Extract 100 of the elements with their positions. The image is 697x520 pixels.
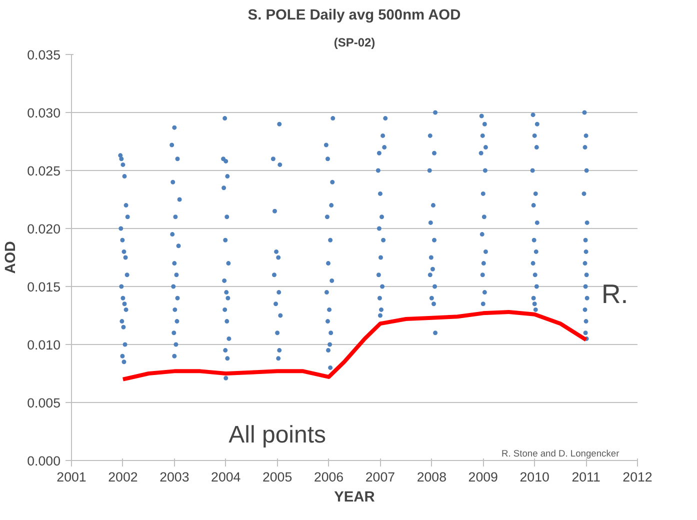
point [172, 354, 177, 358]
point [584, 319, 588, 324]
point [378, 313, 382, 318]
point [119, 156, 124, 162]
point [171, 284, 176, 289]
point [277, 122, 282, 126]
point [328, 342, 332, 347]
point [330, 180, 335, 184]
point [326, 348, 331, 353]
point [383, 116, 388, 121]
point [224, 319, 230, 324]
point [584, 272, 589, 278]
point [482, 122, 487, 126]
annotation: R. [601, 279, 628, 310]
point [328, 330, 334, 336]
y-tick-label: 0.015 [27, 280, 61, 294]
point [125, 214, 130, 220]
point [480, 272, 485, 278]
point [428, 255, 434, 260]
point [120, 162, 126, 167]
point [324, 290, 329, 295]
point [583, 284, 588, 289]
point [120, 354, 125, 358]
point [121, 324, 126, 330]
point [376, 150, 382, 156]
point [172, 261, 177, 266]
point [428, 133, 432, 138]
point [427, 168, 432, 173]
point [376, 272, 381, 278]
point [534, 220, 540, 225]
point [376, 226, 382, 231]
point [120, 296, 126, 300]
point [532, 133, 537, 138]
point [224, 214, 230, 220]
point [481, 261, 486, 266]
x-tick-label: 2004 [211, 470, 242, 484]
x-tick-label: 2002 [108, 470, 138, 484]
point [272, 208, 277, 214]
point [124, 307, 128, 312]
annotation: All points [228, 422, 326, 448]
point [124, 272, 130, 278]
point [277, 348, 282, 353]
point [329, 203, 334, 208]
point [122, 342, 128, 347]
point [172, 330, 176, 336]
x-tick-label: 2008 [416, 470, 447, 484]
point [483, 145, 488, 150]
line-series [120, 310, 588, 382]
point [274, 302, 278, 306]
point [170, 142, 174, 148]
point [226, 336, 232, 341]
y-tick-label: 0.035 [27, 48, 61, 62]
y-axis-title: AOD [3, 241, 20, 274]
point [278, 313, 283, 318]
x-tick-label: 2005 [262, 470, 292, 484]
point [324, 142, 328, 148]
point [222, 116, 228, 121]
point [482, 290, 487, 295]
point [325, 319, 330, 324]
point [533, 191, 538, 196]
point [223, 348, 228, 353]
x-tick-label: 2012 [622, 470, 652, 484]
point [428, 220, 433, 225]
point [480, 232, 484, 237]
y-tick-label: 0.030 [27, 106, 61, 120]
point [170, 232, 175, 237]
point [428, 272, 432, 278]
point [276, 255, 281, 260]
point [378, 191, 382, 196]
point [226, 261, 231, 266]
point [119, 284, 124, 289]
point [276, 290, 282, 295]
point [480, 133, 485, 138]
x-tick-label: 2010 [520, 470, 550, 484]
x-tick-label: 2001 [56, 470, 86, 484]
point [482, 214, 486, 220]
point [175, 296, 180, 300]
point [380, 133, 386, 138]
point [328, 238, 333, 242]
point [530, 261, 536, 266]
point [326, 261, 331, 266]
point [274, 249, 279, 254]
point [224, 290, 229, 295]
point [584, 296, 590, 300]
point [582, 307, 588, 312]
point [222, 278, 227, 283]
y-tick-label: 0.005 [27, 396, 61, 410]
point [118, 226, 124, 231]
point [376, 168, 380, 173]
x-tick-label: 2007 [365, 470, 396, 484]
point [225, 174, 230, 179]
point [170, 180, 176, 184]
point [380, 214, 384, 220]
point [174, 272, 179, 278]
x-tick-label: 2009 [468, 470, 498, 484]
point [531, 203, 536, 208]
point [327, 307, 332, 312]
point [482, 168, 488, 173]
point [480, 191, 486, 196]
point [328, 365, 333, 370]
